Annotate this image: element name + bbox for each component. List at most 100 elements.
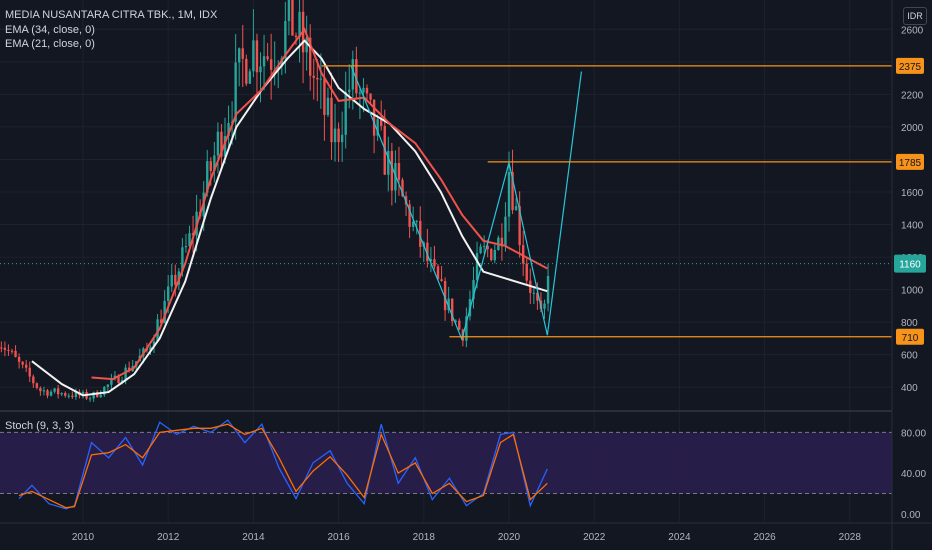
candle-body: [291, 0, 294, 36]
candle-body: [167, 286, 170, 301]
candle-body: [241, 48, 244, 59]
level-badge: [896, 57, 924, 74]
candle-body: [536, 292, 539, 301]
time-tick-label: 2028: [839, 532, 862, 543]
candle-body: [159, 319, 163, 324]
candle-body: [348, 89, 351, 93]
candle-body: [252, 40, 255, 72]
candle-body: [369, 93, 372, 100]
candle-body: [49, 391, 53, 396]
candle-body: [106, 384, 110, 387]
candle-body: [316, 77, 319, 80]
candle-body: [319, 78, 323, 80]
symbol-title: MEDIA NUSANTARA CITRA TBK., 1M, IDX: [5, 9, 218, 21]
time-tick-label: 2012: [157, 532, 180, 543]
candle-body: [514, 206, 518, 211]
level-badge: [896, 153, 924, 170]
stoch-tick-label: 40.00: [901, 469, 926, 480]
candle-body: [28, 367, 31, 377]
candle-body: [88, 398, 92, 400]
price-tick-label: 2000: [901, 123, 924, 134]
candle-body: [71, 395, 74, 398]
projection-line: [546, 71, 583, 336]
candle-body: [259, 66, 262, 73]
candle-body: [429, 259, 433, 262]
candle-body: [74, 391, 78, 398]
candle-body: [96, 392, 99, 398]
candle-body: [490, 249, 493, 261]
candle-body: [298, 11, 301, 38]
candle-body: [344, 92, 347, 135]
candle-body: [326, 97, 330, 115]
candle-body: [323, 78, 326, 115]
candle-body: [163, 300, 166, 324]
decline-channel-line: [350, 66, 463, 341]
candle-body: [184, 246, 188, 248]
candle-body: [447, 298, 450, 311]
time-tick-label: 2010: [72, 532, 95, 543]
candle-body: [504, 216, 507, 247]
candle-body: [309, 37, 312, 76]
candle-body: [305, 37, 308, 53]
candle-body: [220, 131, 223, 157]
candle-body: [419, 220, 422, 247]
candle-body: [408, 204, 411, 227]
candle-body: [482, 246, 486, 248]
candle-body: [525, 263, 528, 281]
candle-body: [181, 247, 184, 272]
time-tick-label: 2022: [583, 532, 606, 543]
candle-body: [223, 136, 227, 157]
candle-body: [465, 316, 468, 341]
candle-body: [99, 394, 102, 398]
candle-body: [500, 237, 504, 247]
candle-body: [507, 172, 511, 217]
candle-body: [60, 393, 63, 395]
level-badge-label: 2375: [899, 62, 922, 73]
candle-body: [67, 395, 70, 397]
candle-body: [330, 97, 333, 143]
candle-body: [294, 35, 298, 38]
candle-body: [21, 361, 24, 365]
level-badge-label: 1785: [899, 158, 922, 169]
candle-body: [312, 75, 315, 78]
stoch-tick-label: 80.00: [901, 428, 926, 439]
time-tick-label: 2014: [242, 532, 265, 543]
candle-body: [92, 392, 95, 399]
stoch-d-line: [18, 423, 548, 509]
candle-body: [280, 58, 283, 67]
candle-body: [245, 58, 248, 84]
candle-body: [227, 123, 230, 137]
currency-badge[interactable]: IDR: [903, 7, 927, 25]
legend: MEDIA NUSANTARA CITRA TBK., 1M, IDX EMA …: [5, 8, 217, 52]
candle-body: [266, 56, 269, 60]
candle-body: [493, 249, 496, 261]
candle-body: [255, 40, 259, 73]
candle-body: [362, 87, 365, 93]
time-tick-label: 2026: [753, 532, 776, 543]
candle-body: [238, 48, 241, 63]
candle-body: [486, 246, 489, 250]
candle-body: [110, 379, 113, 385]
candle-body: [436, 266, 440, 280]
time-tick-label: 2016: [327, 532, 350, 543]
level-badge-label: 710: [902, 333, 919, 344]
candle-body: [426, 242, 429, 262]
level-badge: [896, 328, 924, 345]
price-tick-label: 1400: [901, 221, 924, 232]
candle-body: [117, 375, 120, 384]
candle-body: [216, 131, 220, 156]
candle-body: [39, 387, 42, 392]
candle-body: [401, 179, 404, 197]
candle-body: [152, 341, 156, 348]
candle-body: [333, 128, 337, 143]
candle-body: [103, 386, 106, 395]
candle-body: [522, 245, 525, 264]
stoch-title: Stoch (9, 3, 3): [5, 420, 75, 432]
candle-body: [284, 21, 287, 59]
last-price-label: 1160: [899, 260, 921, 271]
candle-body: [376, 119, 379, 136]
candle-body: [32, 376, 35, 384]
stoch-band: [0, 432, 892, 494]
candle-body: [17, 357, 21, 362]
